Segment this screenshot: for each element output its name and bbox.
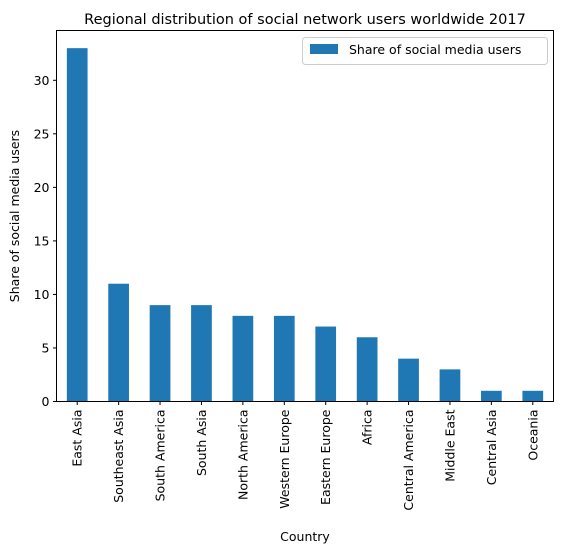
x-tick-label: Oceania: [525, 410, 540, 461]
x-tick-label: Middle East: [442, 409, 457, 481]
x-axis-label: Country: [280, 529, 330, 544]
x-tick-label: Southeast Asia: [111, 410, 126, 503]
bar-oceania: [522, 390, 544, 402]
bar-africa: [356, 337, 378, 402]
x-axis-ticks: East Asia Southeast Asia South America Sout…: [70, 401, 540, 511]
bar-east-asia: [66, 48, 88, 402]
y-axis-label: Share of social media users: [7, 130, 22, 302]
bar-southeast-asia: [108, 283, 129, 402]
y-tick-label: 30: [34, 73, 50, 88]
x-tick-label: East Asia: [70, 410, 85, 467]
bar-north-america: [232, 315, 254, 402]
bar-central-america: [398, 358, 419, 402]
y-tick-label: 10: [34, 287, 50, 302]
x-tick-label: Central Asia: [484, 410, 499, 486]
x-tick-label: Africa: [360, 410, 375, 446]
bars-group: [66, 48, 544, 402]
y-tick-label: 20: [34, 180, 50, 195]
x-tick-label: Eastern Europe: [318, 409, 333, 505]
y-tick-label: 0: [42, 394, 50, 409]
y-tick-label: 5: [42, 340, 50, 355]
legend-label: Share of social media users: [349, 42, 521, 57]
bar-south-asia: [191, 305, 212, 402]
y-tick-label: 25: [34, 126, 50, 141]
chart-title: Regional distribution of social network …: [84, 12, 526, 28]
x-tick-label: Western Europe: [277, 409, 292, 509]
x-tick-label: South Asia: [194, 410, 209, 477]
x-tick-label: Central America: [401, 410, 416, 511]
bar-eastern-europe: [315, 326, 337, 402]
y-tick-label: 15: [34, 233, 50, 248]
legend-swatch: [310, 44, 338, 54]
bar-western-europe: [273, 315, 295, 402]
plot-frame: [56, 30, 554, 402]
x-tick-label: North America: [235, 410, 250, 501]
y-axis-ticks: 0 5 10 15 20 25 30: [34, 73, 57, 409]
bar-middle-east: [439, 369, 461, 402]
legend: Share of social media users: [302, 37, 548, 65]
bar-south-america: [149, 305, 171, 402]
bar-central-asia: [481, 390, 502, 402]
x-tick-label: South America: [153, 410, 168, 502]
legend-box: [302, 37, 548, 65]
